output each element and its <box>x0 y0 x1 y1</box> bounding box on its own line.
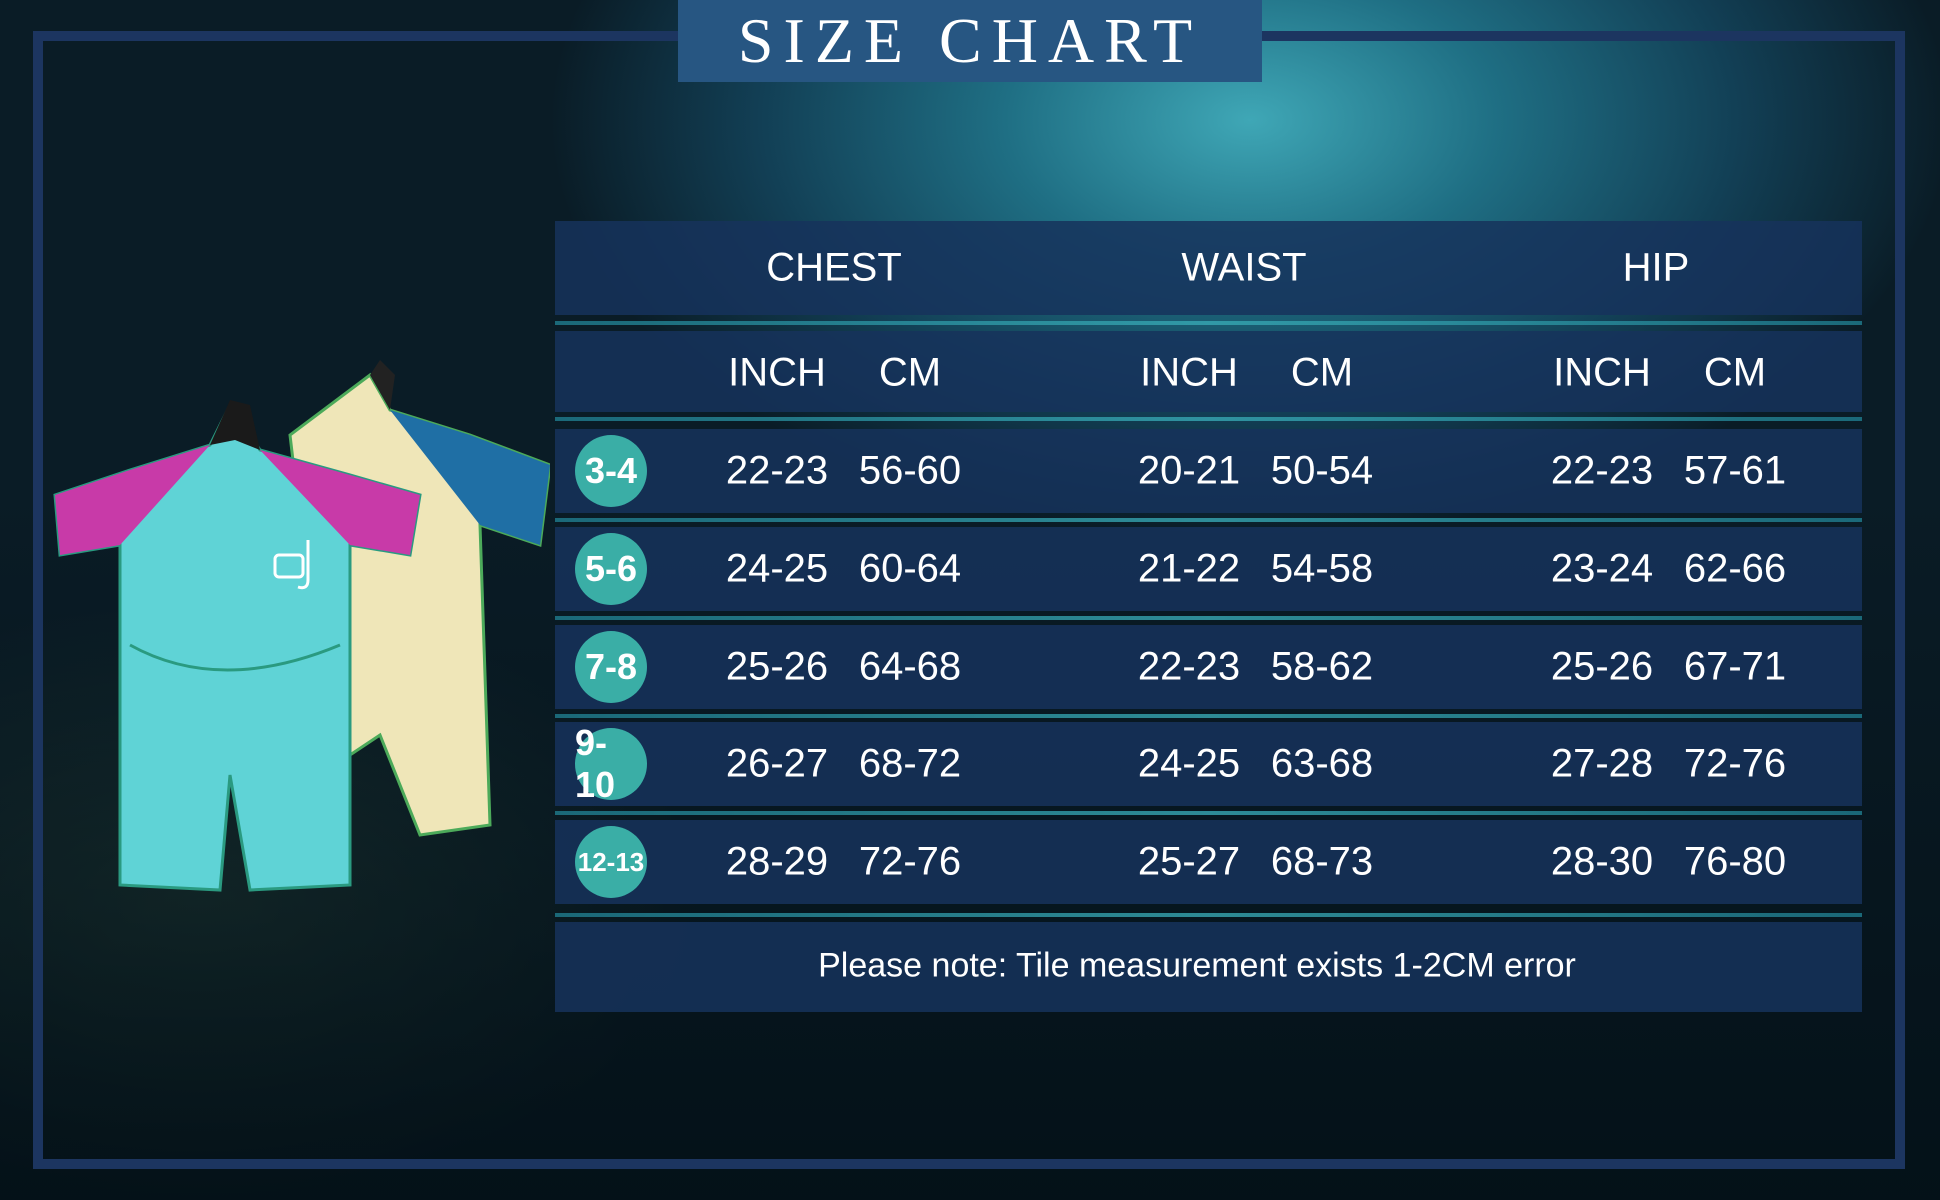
divider <box>555 913 1862 917</box>
table-cell: 72-76 <box>858 839 962 884</box>
table-cell: 28-30 <box>1550 839 1654 884</box>
table-cell: 56-60 <box>858 448 962 493</box>
table-cell: 22-23 <box>1137 644 1241 689</box>
table-cell: 20-21 <box>1137 448 1241 493</box>
unit-row <box>555 331 1862 412</box>
note-row <box>555 922 1862 1012</box>
table-cell: 22-23 <box>1550 448 1654 493</box>
size-chart-table: CHEST WAIST HIP INCH CM INCH CM INCH CM … <box>555 221 1862 1012</box>
table-cell: 72-76 <box>1683 741 1787 786</box>
table-row <box>555 625 1862 709</box>
unit-label: CM <box>1290 350 1354 395</box>
table-row <box>555 429 1862 513</box>
wetsuit-product-image <box>53 360 550 892</box>
table-cell: 60-64 <box>858 546 962 591</box>
front-wetsuit <box>53 400 422 892</box>
size-badge: 12-13 <box>575 826 647 898</box>
size-badge: 9-10 <box>575 722 647 805</box>
size-badge: 3-4 <box>575 435 647 507</box>
table-cell: 25-26 <box>1550 644 1654 689</box>
table-row <box>555 722 1862 806</box>
measurement-note: Please note: Tile measurement exists 1-2… <box>818 946 1576 985</box>
divider <box>555 616 1862 620</box>
table-cell: 63-68 <box>1270 741 1374 786</box>
divider <box>555 417 1862 421</box>
unit-label: CM <box>878 350 942 395</box>
table-cell: 76-80 <box>1683 839 1787 884</box>
header-hip: HIP <box>1622 245 1690 290</box>
table-cell: 26-27 <box>725 741 829 786</box>
table-cell: 24-25 <box>1137 741 1241 786</box>
table-cell: 64-68 <box>858 644 962 689</box>
table-cell: 62-66 <box>1683 546 1787 591</box>
page-title: SIZE CHART <box>737 5 1203 76</box>
table-cell: 28-29 <box>725 839 829 884</box>
divider <box>555 714 1862 718</box>
table-cell: 24-25 <box>725 546 829 591</box>
table-cell: 67-71 <box>1683 644 1787 689</box>
table-row <box>555 527 1862 611</box>
header-waist: WAIST <box>1181 245 1307 290</box>
table-cell: 50-54 <box>1270 448 1374 493</box>
size-badge: 7-8 <box>575 631 647 703</box>
table-cell: 25-26 <box>725 644 829 689</box>
snorkel-logo-icon <box>273 540 310 590</box>
table-cell: 68-73 <box>1270 839 1374 884</box>
title-banner: SIZE CHART <box>678 0 1262 82</box>
table-cell: 57-61 <box>1683 448 1787 493</box>
table-cell: 58-62 <box>1270 644 1374 689</box>
header-chest: CHEST <box>766 245 902 290</box>
unit-label: INCH <box>1553 350 1651 395</box>
table-cell: 21-22 <box>1137 546 1241 591</box>
divider <box>555 811 1862 815</box>
divider <box>555 518 1862 522</box>
unit-label: INCH <box>1140 350 1238 395</box>
header-row <box>555 221 1862 315</box>
table-cell: 25-27 <box>1137 839 1241 884</box>
table-cell: 54-58 <box>1270 546 1374 591</box>
table-cell: 22-23 <box>725 448 829 493</box>
divider <box>555 321 1862 325</box>
table-cell: 68-72 <box>858 741 962 786</box>
unit-label: INCH <box>728 350 826 395</box>
table-cell: 27-28 <box>1550 741 1654 786</box>
size-badge: 5-6 <box>575 533 647 605</box>
table-cell: 23-24 <box>1550 546 1654 591</box>
unit-label: CM <box>1703 350 1767 395</box>
table-row <box>555 820 1862 904</box>
